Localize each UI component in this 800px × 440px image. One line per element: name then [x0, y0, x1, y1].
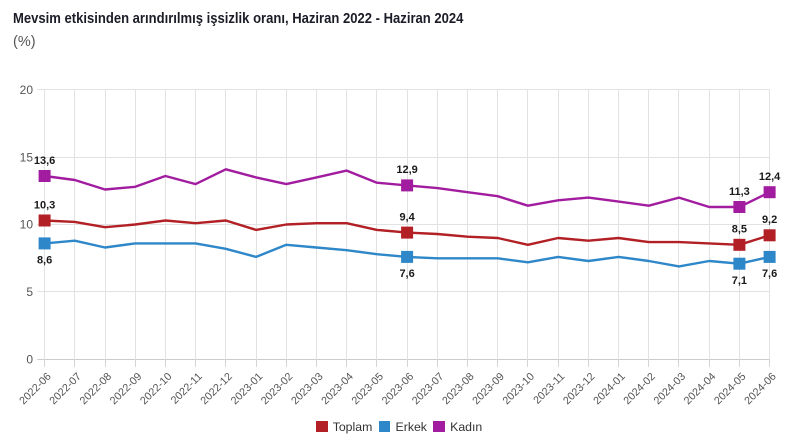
- svg-text:2024-06: 2024-06: [742, 371, 779, 408]
- svg-text:2023-10: 2023-10: [501, 371, 538, 408]
- svg-text:7,1: 7,1: [732, 275, 747, 287]
- svg-text:2022-06: 2022-06: [17, 371, 54, 408]
- svg-text:2023-03: 2023-03: [289, 371, 326, 408]
- svg-text:13,6: 13,6: [34, 155, 55, 167]
- svg-text:2022-12: 2022-12: [198, 371, 235, 408]
- svg-text:10: 10: [20, 218, 34, 232]
- svg-text:2023-05: 2023-05: [350, 371, 387, 408]
- svg-text:2023-09: 2023-09: [470, 371, 507, 408]
- svg-text:2022-09: 2022-09: [108, 371, 145, 408]
- svg-text:2023-06: 2023-06: [380, 371, 417, 408]
- svg-text:2023-01: 2023-01: [229, 371, 266, 408]
- svg-text:0: 0: [26, 353, 33, 367]
- svg-text:2024-02: 2024-02: [621, 371, 658, 408]
- svg-text:2022-11: 2022-11: [169, 371, 205, 407]
- svg-text:2023-04: 2023-04: [319, 371, 356, 408]
- svg-text:2023-02: 2023-02: [259, 371, 296, 408]
- svg-text:12,9: 12,9: [396, 164, 417, 176]
- svg-text:5: 5: [26, 285, 33, 299]
- svg-text:10,3: 10,3: [34, 199, 55, 211]
- svg-text:15: 15: [20, 150, 34, 164]
- svg-text:20: 20: [20, 83, 34, 97]
- svg-text:2024-01: 2024-01: [591, 371, 628, 408]
- svg-text:12,4: 12,4: [759, 171, 781, 183]
- svg-text:2024-05: 2024-05: [712, 371, 749, 408]
- svg-text:7,6: 7,6: [399, 268, 414, 280]
- svg-text:9,2: 9,2: [762, 214, 777, 226]
- svg-text:2023-11: 2023-11: [531, 371, 567, 407]
- svg-text:2022-10: 2022-10: [138, 371, 175, 408]
- svg-text:2023-07: 2023-07: [410, 371, 447, 408]
- svg-text:7,6: 7,6: [762, 268, 777, 280]
- svg-text:2022-07: 2022-07: [47, 371, 84, 408]
- svg-text:11,3: 11,3: [729, 186, 750, 198]
- svg-text:2022-08: 2022-08: [78, 371, 115, 408]
- svg-text:2023-12: 2023-12: [561, 371, 598, 408]
- svg-text:2023-08: 2023-08: [440, 371, 477, 408]
- svg-text:9,4: 9,4: [399, 211, 415, 223]
- svg-text:2024-03: 2024-03: [652, 371, 689, 408]
- svg-text:2024-04: 2024-04: [682, 371, 719, 408]
- svg-text:8,6: 8,6: [37, 255, 52, 267]
- svg-text:8,5: 8,5: [732, 224, 747, 236]
